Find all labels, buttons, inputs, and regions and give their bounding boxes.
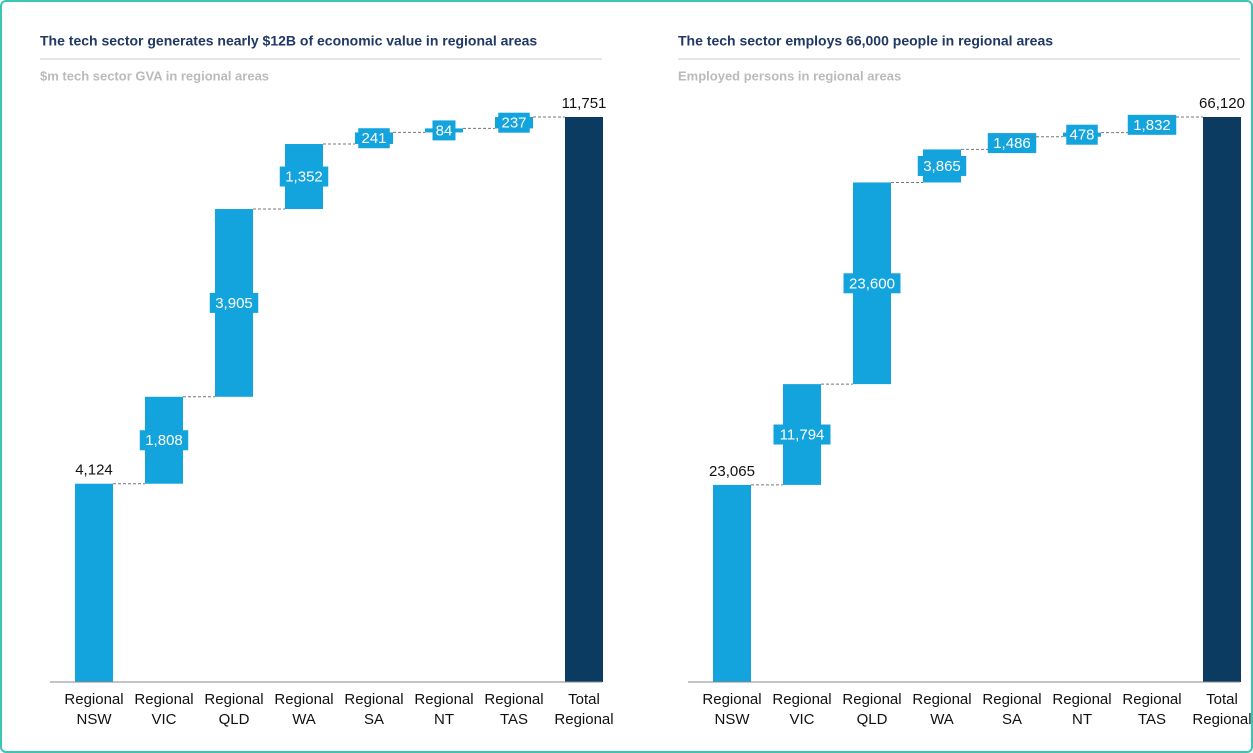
chart-title: The tech sector employs 66,000 people in… <box>678 33 1053 49</box>
value-label: 3,905 <box>215 295 253 312</box>
value-label: 237 <box>501 115 526 132</box>
value-label: 66,120 <box>1199 95 1245 112</box>
value-label: 23,065 <box>709 463 755 480</box>
x-tick-label: Regional VIC <box>134 691 194 728</box>
x-tick-label: Regional NT <box>414 691 474 728</box>
chart-subtitle: Employed persons in regional areas <box>678 68 901 83</box>
value-label: 1,808 <box>145 432 183 449</box>
label-box <box>1127 114 1177 135</box>
x-tick-label: Regional QLD <box>842 691 902 728</box>
chart-title: The tech sector generates nearly $12B of… <box>40 33 537 49</box>
chart-subtitle: $m tech sector GVA in regional areas <box>40 68 269 83</box>
value-label: 11,751 <box>562 95 607 112</box>
label-box <box>843 273 901 294</box>
label-box <box>358 128 390 149</box>
x-tick-label: Regional TAS <box>484 691 544 728</box>
value-label: 1,832 <box>1133 117 1171 134</box>
value-label: 478 <box>1069 127 1094 144</box>
value-label: 1,352 <box>285 168 323 185</box>
x-tick-label: Regional NT <box>1052 691 1112 728</box>
x-tick-label: Regional WA <box>274 691 334 728</box>
value-label: 11,794 <box>780 426 825 443</box>
value-label: 4,124 <box>75 462 113 479</box>
x-tick-label: Regional NSW <box>702 691 762 728</box>
label-box <box>1066 124 1098 145</box>
label-box <box>498 112 530 133</box>
x-tick-label: Regional SA <box>344 691 404 728</box>
x-tick-label: Regional VIC <box>772 691 832 728</box>
label-box <box>987 133 1037 154</box>
x-tick-label: Regional WA <box>912 691 972 728</box>
label-box <box>432 120 456 141</box>
value-label: 241 <box>361 130 386 147</box>
value-label: 84 <box>436 122 453 139</box>
x-tick-label: Regional QLD <box>204 691 264 728</box>
label-box <box>773 424 831 445</box>
bar <box>75 483 113 682</box>
label-box <box>917 155 967 176</box>
x-tick-label: Regional NSW <box>64 691 124 728</box>
value-label: 1,486 <box>993 135 1031 152</box>
label-box <box>139 430 189 451</box>
label-box <box>279 166 329 187</box>
label-box <box>209 292 259 313</box>
value-label: 3,865 <box>923 158 961 175</box>
x-tick-label: Regional SA <box>982 691 1042 728</box>
x-tick-label: Regional TAS <box>1122 691 1182 728</box>
bar <box>713 484 751 682</box>
bar <box>1203 117 1241 682</box>
x-tick-label: Total Regional <box>1192 691 1252 728</box>
x-tick-label: Total Regional <box>554 691 614 728</box>
bar <box>565 117 603 682</box>
value-label: 23,600 <box>849 275 895 292</box>
